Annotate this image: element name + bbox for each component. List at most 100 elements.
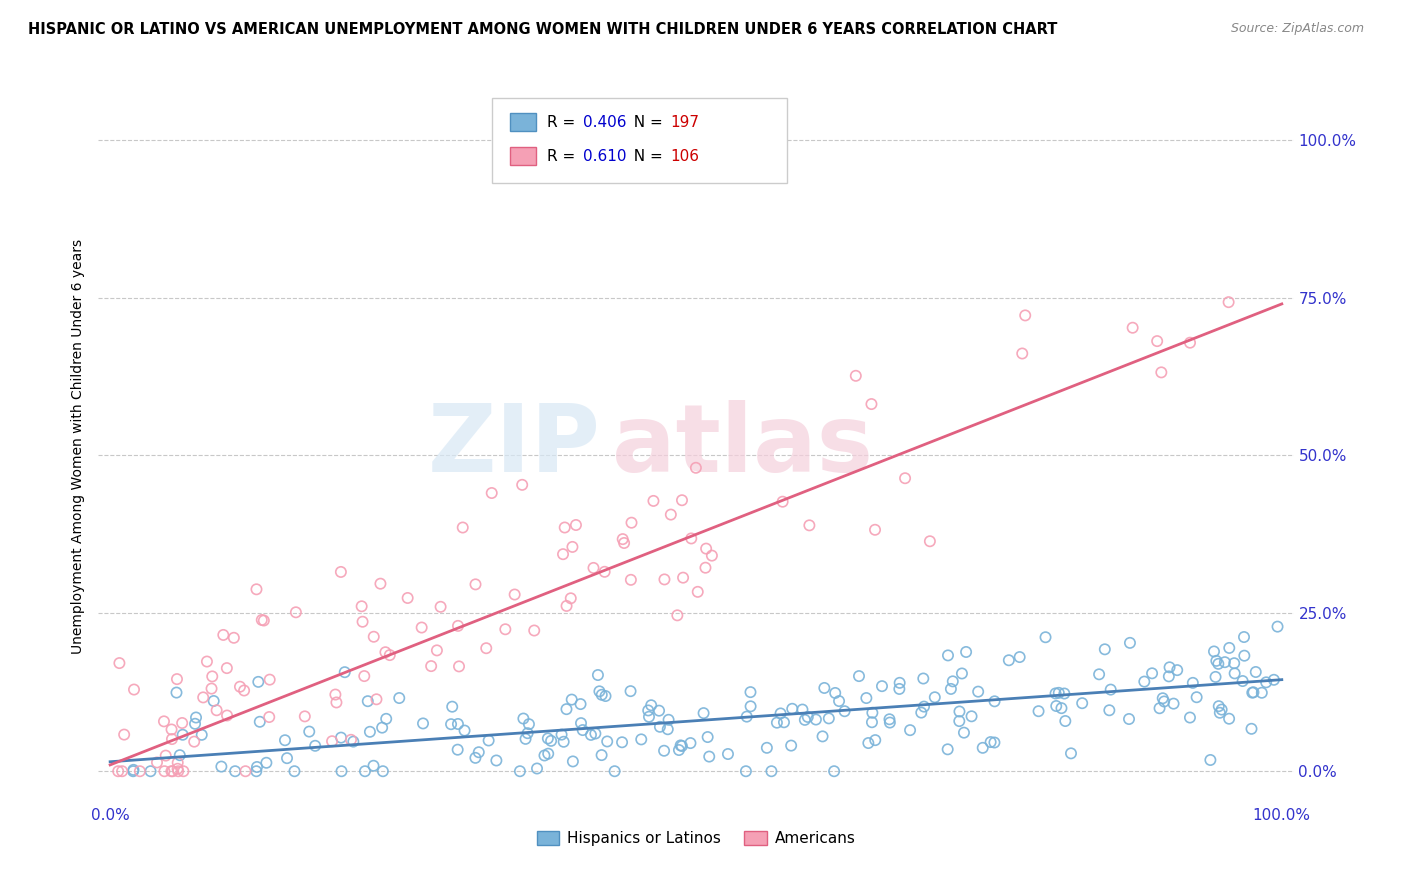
Point <box>235 764 257 779</box>
Point <box>924 690 946 705</box>
Point <box>246 760 269 774</box>
Point <box>1223 666 1246 681</box>
Point <box>166 685 188 699</box>
Point <box>1088 667 1111 681</box>
Point <box>1163 697 1185 711</box>
Point <box>848 669 870 683</box>
Point <box>153 714 176 729</box>
Point <box>1244 665 1267 679</box>
Point <box>342 734 364 748</box>
Point <box>643 494 665 508</box>
Point <box>160 732 183 747</box>
Point <box>1208 657 1230 671</box>
Point <box>697 749 720 764</box>
Point <box>811 730 834 744</box>
Point <box>440 717 463 731</box>
Point <box>441 699 464 714</box>
Point <box>1232 673 1254 688</box>
Point <box>537 747 560 761</box>
Point <box>983 694 1005 708</box>
Point <box>412 716 434 731</box>
Point <box>330 731 353 745</box>
Point <box>858 736 880 750</box>
Point <box>679 736 702 750</box>
Point <box>637 703 659 717</box>
Point <box>1152 691 1174 706</box>
Point <box>353 669 375 683</box>
Point <box>201 669 224 683</box>
Point <box>363 630 385 644</box>
Point <box>1205 654 1227 668</box>
Point <box>1233 630 1256 644</box>
Point <box>894 471 917 485</box>
Point <box>950 666 973 681</box>
Point <box>283 764 305 779</box>
Point <box>229 680 252 694</box>
Point <box>1054 714 1077 728</box>
Point <box>155 748 177 763</box>
Point <box>167 764 190 779</box>
Point <box>692 706 714 720</box>
Point <box>686 585 709 599</box>
Point <box>648 720 671 734</box>
Point <box>1011 346 1033 360</box>
Point <box>420 659 443 673</box>
Point <box>537 731 560 746</box>
Point <box>1211 702 1233 716</box>
Point <box>773 715 796 730</box>
Point <box>1178 710 1201 724</box>
Point <box>1208 699 1230 714</box>
Point <box>823 764 845 779</box>
Point <box>1159 660 1181 674</box>
Point <box>685 460 707 475</box>
Point <box>1008 650 1031 665</box>
Point <box>1133 674 1156 689</box>
Point <box>1243 685 1265 699</box>
Point <box>475 641 498 656</box>
Point <box>983 735 1005 749</box>
Point <box>658 713 681 727</box>
Point <box>695 560 717 574</box>
Point <box>172 728 194 742</box>
Point <box>591 748 613 763</box>
Point <box>654 573 676 587</box>
Point <box>1153 694 1175 708</box>
Point <box>274 733 297 747</box>
Point <box>294 709 316 723</box>
Point <box>1060 747 1083 761</box>
Point <box>817 711 839 725</box>
Point <box>860 706 883 720</box>
Point <box>1050 701 1073 715</box>
Point <box>948 714 970 728</box>
Point <box>1140 666 1163 681</box>
Point <box>340 732 363 747</box>
Point <box>108 656 131 670</box>
Point <box>1157 669 1180 683</box>
Text: HISPANIC OR LATINO VS AMERICAN UNEMPLOYMENT AMONG WOMEN WITH CHILDREN UNDER 6 YE: HISPANIC OR LATINO VS AMERICAN UNEMPLOYM… <box>28 22 1057 37</box>
Point <box>1119 636 1142 650</box>
Point <box>889 676 911 690</box>
Point <box>481 486 503 500</box>
Point <box>613 536 636 550</box>
Point <box>666 608 689 623</box>
Point <box>166 762 188 776</box>
Point <box>363 758 385 772</box>
Point <box>329 565 352 579</box>
Point <box>245 582 267 597</box>
Point <box>1028 704 1050 718</box>
Point <box>374 645 396 659</box>
Point <box>1014 309 1036 323</box>
Point <box>205 703 228 717</box>
Point <box>350 599 373 614</box>
Point <box>512 712 534 726</box>
Point <box>553 735 575 749</box>
Point <box>533 748 555 763</box>
Point <box>276 751 298 765</box>
Point <box>1094 642 1116 657</box>
Point <box>910 706 932 720</box>
Point <box>540 734 562 748</box>
Point <box>942 674 965 689</box>
Point <box>388 691 411 706</box>
Point <box>510 478 533 492</box>
Point <box>396 591 419 605</box>
